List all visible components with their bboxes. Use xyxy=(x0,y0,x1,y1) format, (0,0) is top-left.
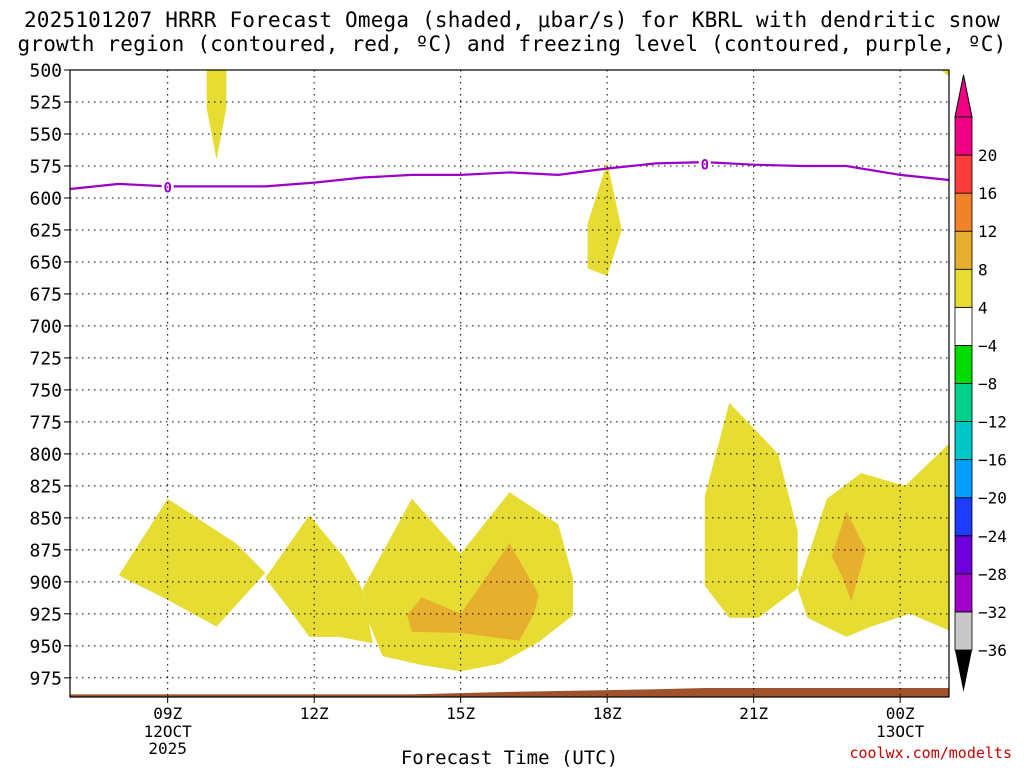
y-axis: 500 525 550 575 600 625 650 675 700 725 750 775 800 8… xyxy=(29,61,70,689)
x-tick-sublabel-09Z-0: 12OCT xyxy=(144,722,193,741)
y-tick-label-700: 700 xyxy=(29,316,62,337)
freezing-level-label-1: 0 xyxy=(701,158,709,174)
omega-region-4-8-7 xyxy=(704,402,798,618)
colorbar-label-5: −16 xyxy=(978,451,1007,470)
x-tick-label-12Z: 12Z xyxy=(300,704,329,723)
y-tick-label-975: 975 xyxy=(29,668,62,689)
x-axis-title: Forecast Time (UTC) xyxy=(401,747,618,768)
colorbar-label-0: −36 xyxy=(978,641,1007,660)
y-tick-label-950: 950 xyxy=(29,636,62,657)
y-tick-label-575: 575 xyxy=(29,156,62,177)
y-tick-label-850: 850 xyxy=(29,508,62,529)
x-tick-label-09Z: 09Z xyxy=(153,704,182,723)
chart-title-line-2: growth region (contoured, red, ºC) and f… xyxy=(17,32,1007,56)
colorbar-swatch-1 xyxy=(954,573,973,613)
colorbar-label-4: −20 xyxy=(978,489,1007,508)
y-tick-label-675: 675 xyxy=(29,284,62,305)
colorbar-swatch-13 xyxy=(954,116,973,156)
omega-region-4-8-8 xyxy=(797,443,949,637)
colorbar-label-6: −12 xyxy=(978,413,1007,432)
credit-text: coolwx.com/modelts xyxy=(849,744,1012,762)
omega-region-4-8-2 xyxy=(587,162,622,276)
omega-region-4-8-3 xyxy=(118,498,266,627)
colorbar-label-3: −24 xyxy=(978,527,1007,546)
colorbar-swatch-2 xyxy=(954,535,973,575)
x-tick-sublabel-00Z-0: 13OCT xyxy=(876,722,925,741)
freezing-level-label-bg-0 xyxy=(161,180,174,195)
colorbar-label-12: 16 xyxy=(978,184,997,203)
y-tick-label-800: 800 xyxy=(29,444,62,465)
colorbar-label-9: 4 xyxy=(978,298,988,317)
colorbar-label-11: 12 xyxy=(978,222,997,241)
colorbar-label-2: −28 xyxy=(978,565,1007,584)
colorbar-swatch-8 xyxy=(954,306,973,346)
omega-region-4-8-4 xyxy=(265,515,373,644)
colorbar-swatch-11 xyxy=(954,192,973,232)
y-tick-label-775: 775 xyxy=(29,412,62,433)
y-tick-label-550: 550 xyxy=(29,124,62,145)
colorbar-upper-extend-triangle xyxy=(954,74,973,118)
colorbar-swatch-7 xyxy=(954,345,973,384)
colorbar-swatch-9 xyxy=(954,268,973,308)
colorbar-swatch-6 xyxy=(954,383,973,422)
colorbar-label-13: 20 xyxy=(978,146,997,165)
omega-region-4-8-1 xyxy=(940,70,949,77)
freezing-level-label-0: 0 xyxy=(163,181,171,197)
colorbar-swatch-5 xyxy=(954,421,973,461)
chart-title-line-1: 2025101207 HRRR Forecast Omega (shaded, … xyxy=(23,8,1001,32)
y-tick-label-650: 650 xyxy=(29,252,62,273)
colorbar-swatch-3 xyxy=(954,497,973,537)
colorbar-swatch-10 xyxy=(954,230,973,270)
plot-frame xyxy=(69,69,950,698)
y-tick-label-725: 725 xyxy=(29,348,62,369)
x-tick-label-21Z: 21Z xyxy=(739,704,768,723)
x-tick-label-00Z: 00Z xyxy=(886,704,915,723)
colorbar-swatch-4 xyxy=(954,459,973,499)
contour-layer: 00 xyxy=(70,157,949,197)
x-tick-sublabel-09Z-1: 2025 xyxy=(148,739,187,758)
y-tick-label-525: 525 xyxy=(29,92,62,113)
chart-title: 2025101207 HRRR Forecast Omega (shaded, … xyxy=(0,8,1024,56)
y-tick-label-925: 925 xyxy=(29,604,62,625)
colorbar-swatch-0 xyxy=(954,611,973,651)
omega-shading-layer xyxy=(70,70,949,697)
omega-region-8-12-9 xyxy=(831,511,866,601)
colorbar-label-10: 8 xyxy=(978,260,988,279)
colorbar: −36 −32 −28 −24 −20 −16 −12 −8 −4 4 8 12 16 20 xyxy=(954,74,1007,692)
surface-terrain-band xyxy=(70,688,949,697)
x-tick-label-18Z: 18Z xyxy=(593,704,622,723)
omega-region-4-8-0 xyxy=(206,70,227,160)
y-tick-label-625: 625 xyxy=(29,220,62,241)
colorbar-swatch-12 xyxy=(954,154,973,194)
y-tick-label-600: 600 xyxy=(29,188,62,209)
y-tick-label-750: 750 xyxy=(29,380,62,401)
y-tick-label-875: 875 xyxy=(29,540,62,561)
y-tick-label-900: 900 xyxy=(29,572,62,593)
colorbar-lower-extend-triangle xyxy=(955,650,972,692)
freezing-level-line xyxy=(70,160,949,191)
colorbar-label-1: −32 xyxy=(978,603,1007,622)
freezing-level-label-bg-1 xyxy=(698,157,711,172)
y-tick-label-500: 500 xyxy=(29,61,62,82)
colorbar-label-8: −4 xyxy=(978,336,997,355)
colorbar-label-7: −8 xyxy=(978,375,997,394)
omega-region-8-12-6 xyxy=(407,543,539,641)
y-tick-label-825: 825 xyxy=(29,476,62,497)
x-tick-label-15Z: 15Z xyxy=(446,704,475,723)
